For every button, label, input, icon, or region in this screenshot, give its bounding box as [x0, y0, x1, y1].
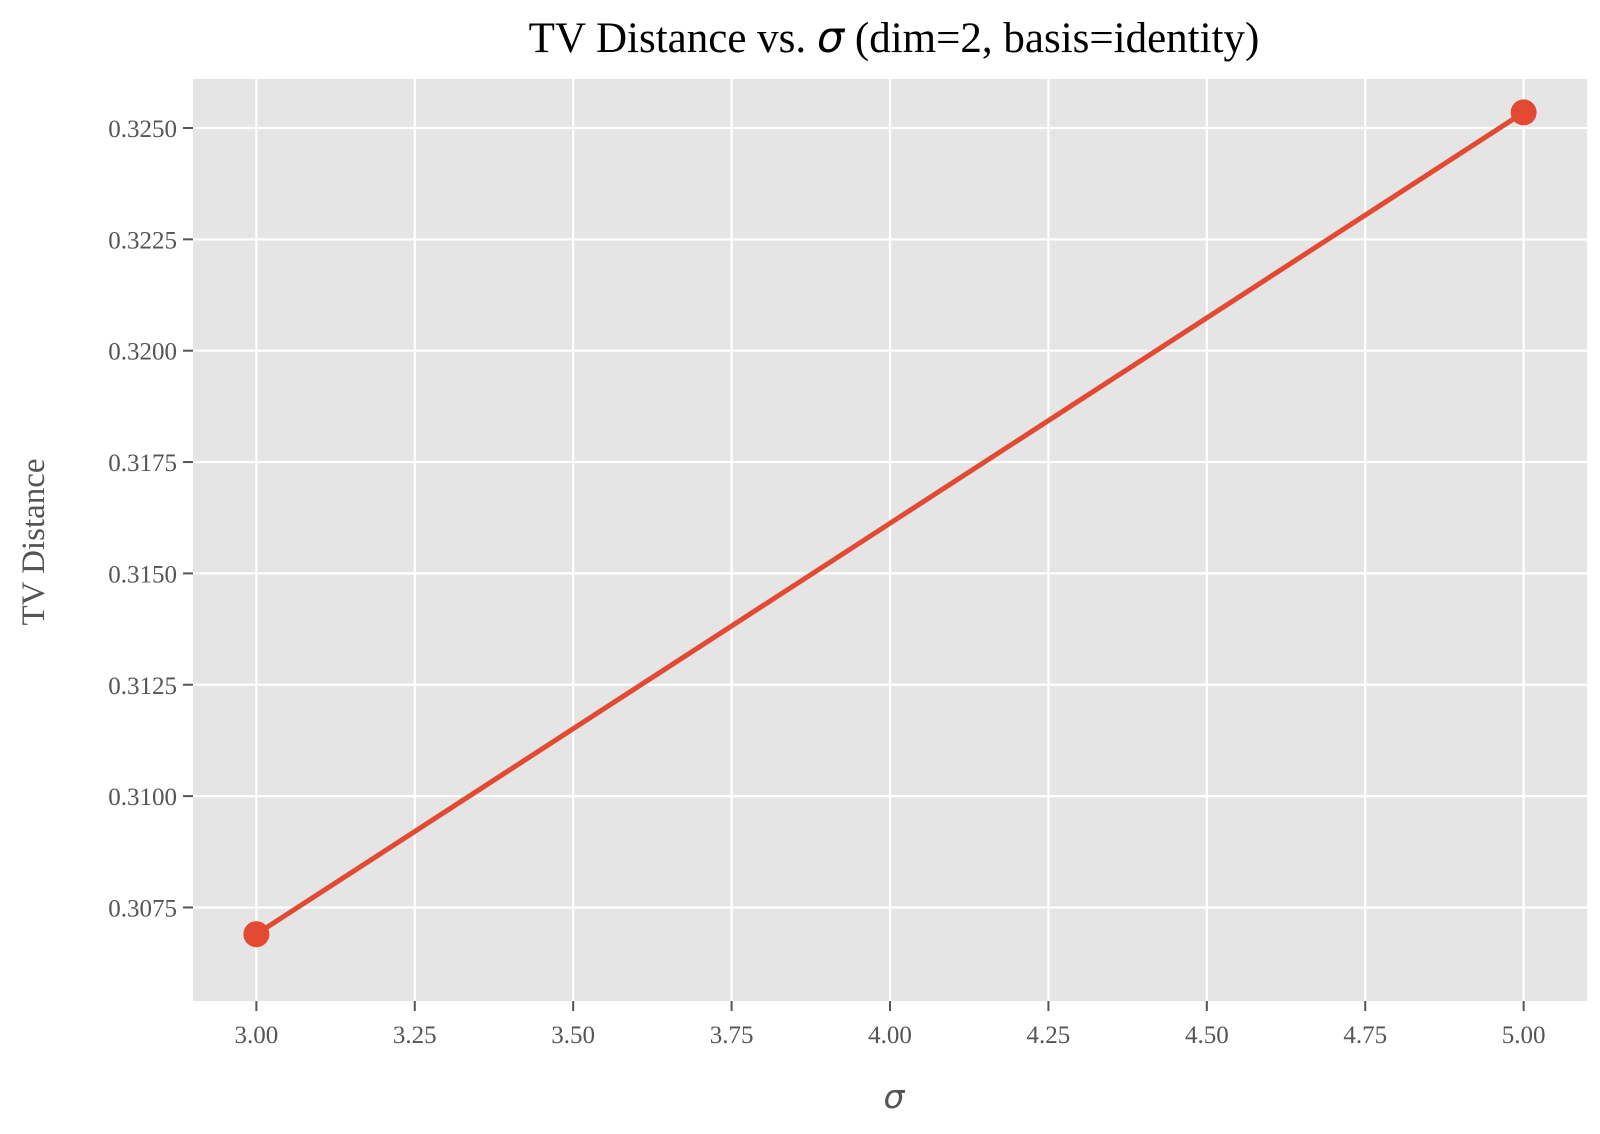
chart-title-symbol: σ [817, 13, 846, 63]
y-tick-label: 0.3100 [108, 784, 177, 811]
y-tick-label: 0.3075 [108, 895, 177, 922]
grid-lines [193, 79, 1587, 1001]
chart-title-suffix: (dim=2, basis=identity) [844, 15, 1259, 62]
x-tick-label: 3.50 [551, 1022, 595, 1049]
y-tick-label: 0.3150 [108, 561, 177, 588]
y-axis-title: TV Distance [16, 458, 52, 625]
x-tick-label: 4.25 [1027, 1022, 1071, 1049]
x-tick-label: 3.00 [234, 1022, 278, 1049]
x-tick-label: 4.00 [868, 1022, 912, 1049]
axis-ticks: 3.00 3.25 3.50 3.75 4.00 4.25 4.50 4.75 5.00 0.30… [108, 116, 1545, 1049]
y-tick-label: 0.3200 [108, 339, 177, 366]
x-tick-label: 4.75 [1343, 1022, 1387, 1049]
chart-title: TV Distance vs. σ (dim=2, basis=identity… [529, 13, 1260, 63]
x-tick-label: 3.25 [393, 1022, 437, 1049]
y-tick-label: 0.3175 [108, 450, 177, 477]
x-axis-title: σ [884, 1077, 906, 1116]
chart-title-prefix: TV Distance vs. [529, 15, 817, 62]
series-line [255, 110, 1525, 937]
y-tick-label: 0.3125 [108, 673, 177, 700]
data-point [243, 921, 270, 948]
x-tick-label: 3.75 [710, 1022, 754, 1049]
data-point [1510, 99, 1537, 126]
y-tick-label: 0.3225 [108, 227, 177, 254]
x-tick-label: 4.50 [1185, 1022, 1229, 1049]
y-tick-label: 0.3250 [108, 116, 177, 143]
x-tick-label: 5.00 [1502, 1022, 1546, 1049]
series-layer [243, 99, 1537, 948]
